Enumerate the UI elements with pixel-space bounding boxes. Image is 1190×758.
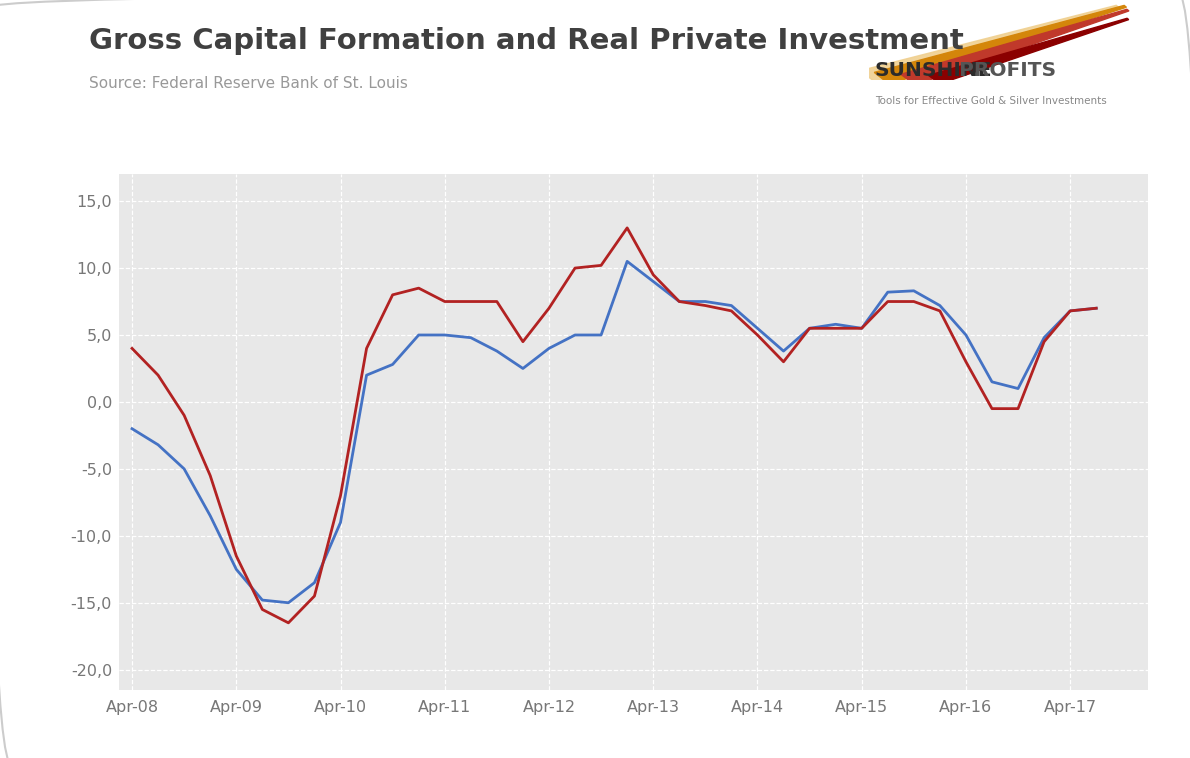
Text: PROFITS: PROFITS (952, 61, 1057, 80)
Text: Source: Federal Reserve Bank of St. Louis: Source: Federal Reserve Bank of St. Loui… (89, 76, 408, 91)
Polygon shape (875, 5, 1127, 84)
Polygon shape (901, 9, 1129, 85)
Text: Tools for Effective Gold & Silver Investments: Tools for Effective Gold & Silver Invest… (875, 96, 1107, 106)
Polygon shape (860, 5, 1119, 83)
Text: Gross Capital Formation and Real Private Investment: Gross Capital Formation and Real Private… (89, 27, 964, 55)
Polygon shape (928, 18, 1129, 84)
Text: SUNSHINE: SUNSHINE (875, 61, 992, 80)
